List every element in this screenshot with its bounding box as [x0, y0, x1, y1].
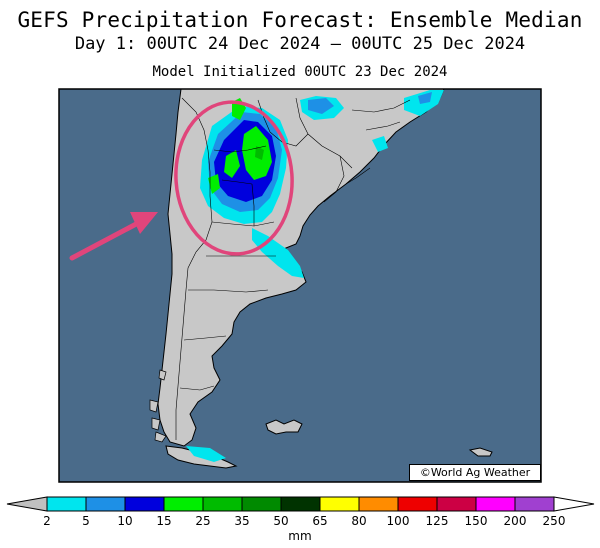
legend-swatch — [514, 496, 555, 512]
chile-island — [149, 399, 159, 413]
map-title: GEFS Precipitation Forecast: Ensemble Me… — [17, 8, 583, 32]
legend-swatch — [280, 496, 321, 512]
precipitation-map — [58, 88, 542, 483]
legend-tick-label: 80 — [351, 514, 366, 528]
legend-tick-label: 35 — [234, 514, 249, 528]
legend-tick-label: 15 — [156, 514, 171, 528]
legend-tick-label: 10 — [117, 514, 132, 528]
legend-tick-label: 100 — [387, 514, 410, 528]
legend-swatch — [358, 496, 399, 512]
legend-tick-label: 5 — [82, 514, 90, 528]
legend-swatch — [163, 496, 204, 512]
chile-island — [158, 369, 167, 381]
legend-swatch — [319, 496, 360, 512]
legend-tick-label: 250 — [543, 514, 566, 528]
falkland-islands — [265, 419, 303, 435]
arrow-icon — [69, 212, 158, 261]
highlight-circle — [174, 100, 294, 256]
province-borders — [175, 97, 411, 440]
legend-swatch — [397, 496, 438, 512]
legend-tick-label: 2 — [43, 514, 51, 528]
legend-high-cap — [553, 496, 595, 512]
legend-tick-label: 50 — [273, 514, 288, 528]
legend-swatch — [436, 496, 477, 512]
legend-labels: 2 5 10 15 25 35 50 65 80 100 125 150 200 250 — [43, 514, 565, 528]
legend-swatch — [85, 496, 126, 512]
model-init-time: Model Initialized 00UTC 23 Dec 2024 — [152, 64, 448, 80]
south-georgia-island — [468, 447, 493, 457]
legend-tick-label: 65 — [312, 514, 327, 528]
legend-low-cap — [6, 496, 48, 512]
legend-swatch — [202, 496, 243, 512]
copyright-credit: ©World Ag Weather — [409, 464, 541, 481]
precipitation-legend: 2 5 10 15 25 35 50 65 80 100 125 150 200 250 — [6, 496, 595, 528]
map-frame — [58, 88, 542, 483]
legend-swatch — [46, 496, 87, 512]
chile-island — [154, 431, 167, 443]
legend-tick-label: 200 — [504, 514, 527, 528]
precipitation-shading — [186, 90, 444, 462]
chile-island — [151, 417, 161, 431]
legend-swatch — [241, 496, 282, 512]
legend-tick-label: 125 — [426, 514, 449, 528]
legend-tick-label: 150 — [465, 514, 488, 528]
legend-unit: mm — [288, 529, 312, 543]
legend-swatches — [46, 496, 555, 512]
legend-swatch — [124, 496, 165, 512]
legend-tick-label: 25 — [195, 514, 210, 528]
legend-swatch — [475, 496, 516, 512]
forecast-period: Day 1: 00UTC 24 Dec 2024 — 00UTC 25 Dec … — [74, 34, 526, 54]
